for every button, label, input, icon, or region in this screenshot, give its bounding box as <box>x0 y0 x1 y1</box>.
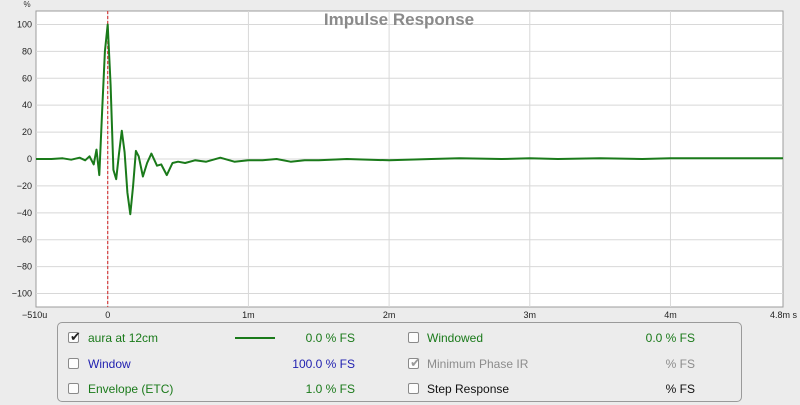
y-axis-ticks: 100 80 60 40 20 0 −20 −40 −60 −80 −100 <box>12 19 32 298</box>
legend-item-windowed[interactable]: Windowed 0.0 % FS <box>408 329 728 347</box>
legend-label: Minimum Phase IR <box>427 357 529 371</box>
y-tick-label: 20 <box>22 127 32 137</box>
windowed-checkbox[interactable] <box>408 332 419 343</box>
legend-value: 100.0 % FS <box>292 357 355 371</box>
series-line-aura-at-12cm <box>36 23 783 216</box>
minimum-phase-checkbox: ✔ <box>408 355 421 370</box>
legend-label: Step Response <box>427 382 510 396</box>
chart-title: Impulse Response <box>324 10 474 29</box>
envelope-checkbox[interactable] <box>68 383 79 394</box>
impulse-response-chart: 100 80 60 40 20 0 −20 −40 −60 −80 −100 −510u 0 1m 2m 3… <box>12 0 798 320</box>
legend-item-envelope-etc[interactable]: Envelope (ETC) 1.0 % FS <box>68 380 388 398</box>
x-tick-label: 0 <box>105 310 110 320</box>
x-tick-label: −510u <box>22 310 47 320</box>
y-tick-label: −40 <box>17 208 32 218</box>
legend-label: aura at 12cm <box>88 331 159 345</box>
y-tick-label: −60 <box>17 235 32 245</box>
aura-checkbox[interactable]: ✔ <box>68 329 81 344</box>
step-response-checkbox[interactable] <box>408 383 419 394</box>
window-checkbox[interactable] <box>68 358 79 369</box>
y-tick-label: 40 <box>22 100 32 110</box>
x-tick-label: 3m <box>524 310 537 320</box>
legend-item-aura-at-12cm[interactable]: ✔ aura at 12cm 0.0 % FS <box>68 329 388 347</box>
x-tick-label: 2m <box>383 310 396 320</box>
checkmark-icon: ✔ <box>410 355 421 370</box>
x-axis-ticks: −510u 0 1m 2m 3m 4m 4.8m s <box>22 310 797 320</box>
x-tick-label: 1m <box>242 310 255 320</box>
legend-label: Envelope (ETC) <box>88 382 174 396</box>
checkmark-icon: ✔ <box>70 329 81 344</box>
y-tick-label: 60 <box>22 73 32 83</box>
series-swatch <box>235 337 275 339</box>
legend-item-window[interactable]: Window 100.0 % FS <box>68 355 388 373</box>
legend-label: Window <box>88 357 131 371</box>
y-tick-label: 100 <box>17 19 32 29</box>
x-tick-label: 4m <box>664 310 677 320</box>
legend-value: 0.0 % FS <box>305 331 355 345</box>
y-tick-label: −100 <box>12 289 32 299</box>
legend-value: 0.0 % FS <box>645 331 695 345</box>
legend-label: Windowed <box>427 331 484 345</box>
y-tick-label: −20 <box>17 181 32 191</box>
x-tick-label: 4.8m s <box>770 310 798 320</box>
y-tick-label: 0 <box>27 154 32 164</box>
legend-value: % FS <box>665 357 695 371</box>
y-tick-label: 80 <box>22 46 32 56</box>
y-axis-unit-label: % <box>23 0 30 9</box>
legend-value: % FS <box>665 382 695 396</box>
legend-value: 1.0 % FS <box>305 382 355 396</box>
y-tick-label: −80 <box>17 262 32 272</box>
legend-panel: ✔ aura at 12cm 0.0 % FS Windowed 0.0 % F… <box>57 322 742 402</box>
legend-item-step-response[interactable]: Step Response % FS <box>408 380 728 398</box>
legend-item-minimum-phase-ir: ✔ Minimum Phase IR % FS <box>408 355 728 373</box>
